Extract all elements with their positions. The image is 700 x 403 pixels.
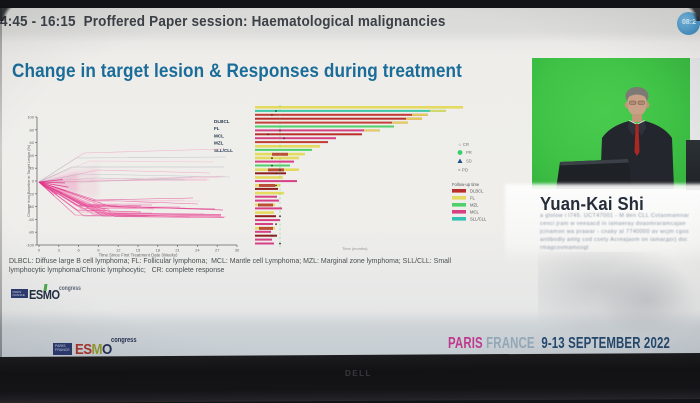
svg-text:MZL: MZL	[470, 203, 479, 208]
svg-text:40: 40	[30, 153, 35, 158]
svg-text:-80: -80	[28, 230, 35, 235]
svg-text:0: 0	[32, 179, 35, 184]
svg-text:-40: -40	[28, 204, 35, 209]
svg-text:-60: -60	[28, 217, 35, 222]
svg-text:18: 18	[156, 248, 161, 253]
svg-text:Time Since First Treatment Dat: Time Since First Treatment Date (Weeks)	[99, 253, 178, 258]
svg-text:SLL/CLL: SLL/CLL	[470, 217, 487, 222]
svg-text:30: 30	[235, 248, 240, 253]
svg-text:SD: SD	[466, 159, 472, 164]
svg-text:3: 3	[58, 248, 61, 253]
svg-text:24: 24	[195, 248, 200, 253]
svg-text:100: 100	[27, 115, 34, 120]
svg-text:27: 27	[215, 248, 220, 253]
svg-text:80: 80	[30, 127, 35, 132]
svg-text:60: 60	[30, 140, 35, 145]
svg-text:Follow-up time: Follow-up time	[452, 182, 480, 187]
svg-text:DLBCL: DLBCL	[214, 119, 230, 124]
svg-text:☆ CR: ☆ CR	[458, 142, 469, 147]
svg-text:SLL/CLL: SLL/CLL	[214, 148, 233, 153]
svg-text:MCL: MCL	[470, 210, 480, 215]
svg-text:21: 21	[175, 248, 180, 253]
svg-text:Time (months): Time (months)	[342, 246, 368, 251]
svg-text:-20: -20	[28, 191, 35, 196]
svg-text:-100: -100	[26, 243, 35, 248]
svg-text:FL: FL	[470, 196, 476, 201]
svg-text:15: 15	[136, 248, 141, 253]
svg-text:DLBCL: DLBCL	[470, 189, 484, 194]
svg-text:FL: FL	[214, 126, 220, 131]
svg-text:6: 6	[77, 248, 80, 253]
svg-text:9: 9	[97, 248, 100, 253]
svg-text:MCL: MCL	[214, 133, 224, 138]
svg-text:12: 12	[116, 248, 121, 253]
svg-text:0: 0	[38, 248, 41, 253]
svg-text:Change from Baseline in Target: Change from Baseline in Target Lesion (%…	[27, 144, 31, 217]
svg-text:PR: PR	[466, 150, 472, 155]
svg-text:× PD: × PD	[458, 168, 469, 173]
svg-text:20: 20	[30, 166, 35, 171]
svg-text:MZL: MZL	[214, 141, 224, 146]
